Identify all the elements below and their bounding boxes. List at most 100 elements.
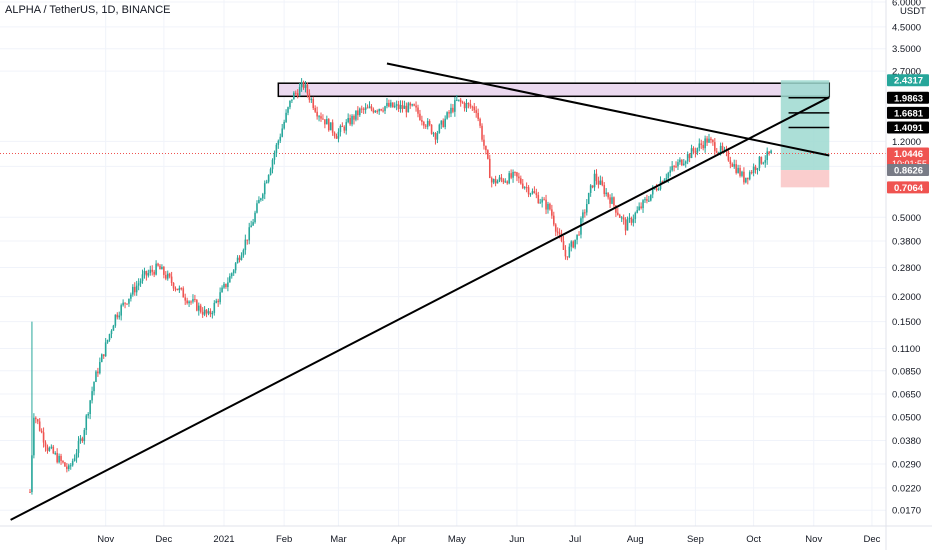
candle-body — [343, 126, 346, 131]
price-tick-label: 0.0650 — [892, 390, 921, 401]
candle-body — [44, 442, 47, 447]
candle-body — [199, 305, 202, 312]
candle-body — [681, 159, 683, 166]
candle-body — [566, 256, 569, 258]
candle-body — [574, 239, 576, 248]
candle-body — [634, 212, 637, 220]
price-label-bg — [887, 147, 929, 170]
candle-body — [731, 163, 734, 167]
candle-body — [568, 246, 571, 258]
candle-body — [692, 148, 695, 152]
candle-body — [551, 209, 553, 216]
candle-body — [456, 99, 458, 101]
candle-body — [603, 185, 606, 195]
price-label-text: 1.0446 — [894, 149, 923, 160]
candle-body — [510, 173, 512, 178]
trendlines — [10, 62, 830, 521]
candle-body — [279, 136, 282, 141]
candle-body — [644, 199, 646, 201]
candle-body — [333, 132, 336, 137]
candle-body — [312, 99, 315, 109]
candle-body — [741, 171, 743, 176]
candle-body — [236, 257, 239, 264]
time-tick-label: Jun — [509, 534, 524, 545]
candle-body — [477, 112, 479, 119]
candle-body — [733, 164, 736, 167]
candle-body — [520, 178, 522, 184]
candle-body — [609, 197, 611, 204]
price-label-text: 0.7064 — [894, 183, 924, 194]
candle-body — [225, 283, 227, 288]
candle-body — [673, 166, 675, 168]
candle-body — [543, 199, 545, 201]
candle-body — [521, 183, 524, 188]
candle-body — [684, 161, 687, 164]
candle-body — [712, 139, 714, 143]
candle-body — [79, 438, 82, 441]
candle-body — [339, 125, 342, 132]
candle-body — [69, 465, 72, 467]
candle-body — [640, 206, 642, 209]
price-tick-label: 0.0500 — [892, 412, 921, 423]
price-tick-label: 1.2000 — [892, 137, 921, 148]
candle-body — [535, 193, 538, 196]
candle-body — [300, 82, 303, 88]
candle-body — [36, 419, 39, 422]
candle-body — [176, 288, 179, 291]
candle-body — [93, 381, 95, 392]
candle-body — [411, 104, 413, 106]
candle-body — [314, 108, 316, 112]
price-tick-label: 4.5000 — [892, 22, 921, 33]
candle-body — [327, 119, 330, 131]
candle-body — [479, 118, 481, 126]
candle-body — [360, 108, 363, 110]
candle-body — [254, 212, 256, 223]
candle-body — [296, 93, 299, 97]
price-label-bg — [887, 74, 929, 87]
candle-body — [450, 107, 452, 114]
candle-body — [607, 192, 609, 198]
candle-body — [721, 145, 724, 150]
candle-body — [457, 99, 460, 101]
time-tick-label: Nov — [805, 534, 822, 545]
candle-body — [582, 212, 584, 219]
candle-body — [747, 177, 749, 180]
time-tick-label: Apr — [391, 534, 406, 545]
candle-body — [650, 194, 652, 201]
price-axis[interactable]: 6.00004.50003.50002.70001.20000.90000.50… — [885, 0, 932, 550]
candle-body — [87, 413, 89, 416]
candle-body — [329, 122, 332, 131]
candle-body — [372, 109, 375, 113]
candle-body — [675, 166, 677, 168]
candle-body — [230, 273, 233, 277]
candle-body — [116, 314, 119, 318]
candle-body — [66, 466, 68, 470]
candle-body — [669, 170, 671, 173]
candle-body — [73, 458, 76, 461]
time-axis[interactable]: Nov Dec 2021 Feb Mar Apr May Jun Jul Aug Sep Oct Nov… — [0, 525, 932, 545]
candle-body — [651, 188, 654, 195]
candle-body — [112, 325, 115, 331]
candle-body — [545, 199, 547, 210]
candle-body — [81, 438, 84, 442]
candle-body — [133, 286, 136, 293]
candle-body — [337, 131, 340, 139]
price-label-bg — [887, 164, 929, 177]
candle-body — [496, 180, 499, 184]
candle-body — [85, 415, 88, 430]
candle-body — [508, 173, 510, 184]
price-tick-label: 0.0170 — [892, 506, 921, 517]
price-tick-label: 6.0000 — [892, 0, 921, 9]
candle-body — [655, 188, 658, 191]
candle-body — [601, 180, 604, 186]
currency-label: USDT — [900, 6, 926, 17]
candle-body — [764, 160, 767, 163]
price-label-text: 1.9863 — [894, 93, 923, 104]
price-tick-label: 0.0290 — [892, 459, 921, 470]
candle-body — [558, 232, 561, 234]
candle-body — [677, 162, 679, 167]
candle-body — [440, 120, 443, 125]
candle-body — [161, 266, 163, 270]
